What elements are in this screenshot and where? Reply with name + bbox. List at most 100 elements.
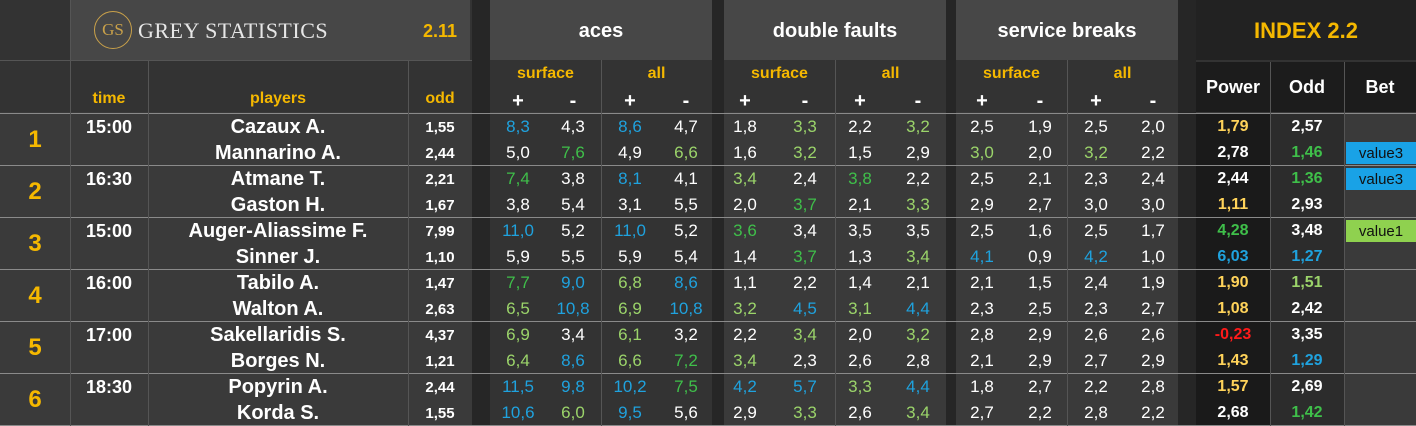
stat-value: 2,2: [1141, 403, 1165, 422]
stat-value: 5,2: [561, 221, 585, 240]
stat-value: 2,4: [793, 169, 817, 188]
aces-band: [490, 0, 712, 60]
player-name: Cazaux A.: [230, 115, 326, 138]
index-title: INDEX 2.2: [1254, 18, 1358, 43]
stat-value: 3,4: [733, 351, 757, 370]
stat-value: 10,2: [613, 377, 647, 396]
index-subheader-bg: [1196, 62, 1416, 112]
power-value: 1,43: [1217, 352, 1249, 369]
stat-value: 5,5: [561, 247, 585, 266]
logo-band: [70, 0, 470, 60]
df-band: [724, 0, 946, 60]
player-odd: 1,55: [425, 118, 455, 136]
col-divider: [148, 60, 149, 426]
stat-value: 2,8: [1141, 377, 1165, 396]
row-divider: [0, 321, 1416, 322]
stat-value: 1,6: [733, 143, 757, 162]
match-time: 16:00: [85, 272, 133, 293]
plus-header: +: [854, 89, 866, 112]
row-divider: [0, 217, 1416, 218]
stat-value: 7,5: [674, 377, 698, 396]
column-band: [148, 114, 408, 426]
stat-value: 2,1: [1028, 169, 1052, 188]
stat-value: 7,4: [506, 169, 530, 188]
stat-value: 2,8: [1084, 403, 1108, 422]
stat-value: 5,6: [674, 403, 698, 422]
stat-value: 3,2: [1084, 143, 1108, 162]
stat-value: 3,3: [848, 377, 872, 396]
stat-value: 1,3: [848, 247, 872, 266]
stat-value: 3,8: [506, 195, 530, 214]
stat-value: 2,9: [1141, 351, 1165, 370]
col-divider: [601, 60, 602, 426]
stat-value: 1,5: [848, 143, 872, 162]
match-time: 15:00: [85, 116, 133, 137]
index-odd-value: 1,36: [1291, 170, 1323, 187]
stat-value: 4,9: [618, 143, 642, 162]
column-band: [1196, 114, 1270, 426]
stat-value: 1,9: [1028, 117, 1052, 136]
stat-value: 5,9: [618, 247, 642, 266]
stat-value: 1,8: [970, 377, 994, 396]
stat-value: 2,1: [970, 351, 994, 370]
player-odd: 2,21: [425, 170, 455, 188]
stat-value: 1,1: [733, 273, 757, 292]
stat-value: 1,0: [1141, 247, 1165, 266]
stat-value: 3,6: [733, 221, 757, 240]
aces-title: aces: [578, 19, 624, 42]
col-divider: [1067, 60, 1068, 426]
match-number: 4: [28, 282, 42, 309]
index-odd-value: 2,93: [1291, 196, 1323, 213]
stat-value: 2,7: [1141, 299, 1165, 318]
match-number: 2: [28, 178, 42, 205]
player-odd: 1,10: [425, 248, 455, 266]
stat-value: 3,0: [970, 143, 994, 162]
power-value: 4,28: [1217, 222, 1249, 239]
stat-value: 4,2: [1084, 247, 1108, 266]
surface-header: surface: [983, 65, 1040, 82]
stat-value: 2,4: [1141, 169, 1165, 188]
column-band: [0, 114, 70, 426]
stat-value: 3,4: [793, 221, 817, 240]
stat-value: 2,5: [970, 169, 994, 188]
row-divider: [0, 373, 1416, 374]
stat-value: 2,6: [1141, 325, 1165, 344]
index-odd-value: 2,42: [1291, 300, 1323, 317]
player-name: Walton A.: [232, 297, 324, 320]
stat-value: 8,6: [618, 117, 642, 136]
player-name: Popyrin A.: [228, 375, 328, 398]
stat-value: 10,8: [669, 299, 703, 318]
stat-value: 2,8: [906, 351, 930, 370]
stat-value: 3,3: [906, 195, 930, 214]
power-value: 1,79: [1217, 118, 1249, 135]
stat-value: 6,4: [506, 351, 530, 370]
minus-header: -: [801, 89, 809, 112]
stat-value: 2,5: [1084, 117, 1108, 136]
minus-header: -: [1149, 89, 1157, 112]
player-odd: 4,37: [425, 326, 455, 344]
minus-header: -: [1036, 89, 1044, 112]
player-odd: 1,55: [425, 404, 455, 422]
sb-band: [956, 0, 1178, 60]
stat-value: 1,6: [1028, 221, 1052, 240]
stat-value: 2,3: [1084, 169, 1108, 188]
plus-header: +: [739, 89, 751, 112]
stat-value: 3,2: [906, 325, 930, 344]
stat-value: 8,3: [506, 117, 530, 136]
group-separator: [946, 0, 956, 426]
stat-value: 9,5: [618, 403, 642, 422]
player-odd: 1,47: [425, 274, 455, 292]
stat-value: 1,5: [1028, 273, 1052, 292]
stat-value: 2,3: [793, 351, 817, 370]
col-players-header: players: [249, 90, 307, 107]
power-value: -0,23: [1214, 326, 1252, 343]
stat-value: 2,0: [848, 325, 872, 344]
col-divider: [70, 60, 71, 426]
stat-value: 11,5: [502, 377, 534, 396]
stat-value: 7,6: [561, 143, 585, 162]
stat-value: 6,9: [618, 299, 642, 318]
bet-badge: value1: [1346, 220, 1416, 242]
column-band: [70, 114, 148, 426]
stat-value: 2,9: [733, 403, 757, 422]
